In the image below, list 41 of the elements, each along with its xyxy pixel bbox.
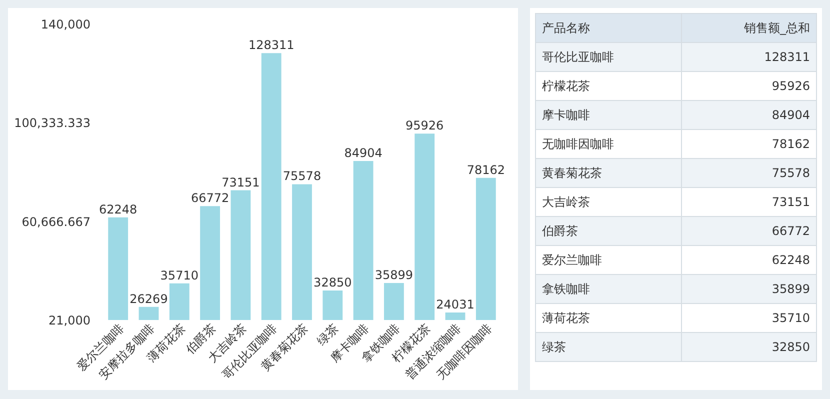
data-label: 24031 bbox=[436, 297, 474, 312]
y-tick-label: 60,666.667 bbox=[22, 214, 90, 229]
data-label: 35899 bbox=[681, 274, 816, 304]
category-label: 柠檬花茶 bbox=[536, 72, 682, 100]
data-label: 73151 bbox=[222, 175, 260, 190]
data-label: 26269 bbox=[130, 292, 168, 306]
category-label: 大吉岭茶 bbox=[536, 188, 682, 216]
category-label: 摩卡咖啡 bbox=[536, 100, 682, 130]
x-tick-label: 绿茶 bbox=[314, 321, 342, 348]
data-label: 62248 bbox=[99, 202, 138, 216]
data-label: 95926 bbox=[406, 118, 444, 133]
category-label: 哥伦比亚咖啡 bbox=[536, 42, 682, 72]
data-label: 95926 bbox=[681, 72, 816, 100]
category-label: 拿铁咖啡 bbox=[536, 274, 682, 304]
data-label: 35710 bbox=[160, 268, 198, 282]
data-label: 73151 bbox=[681, 188, 816, 216]
y-tick-label: 100,333.333 bbox=[14, 116, 90, 130]
text: 产品名称 bbox=[536, 14, 682, 42]
data-label: 78162 bbox=[466, 162, 505, 177]
y-tick-label: 140,000 bbox=[40, 18, 90, 32]
category-label: 爱尔兰咖啡 bbox=[536, 246, 682, 274]
data-label: 128311 bbox=[248, 38, 294, 52]
data-label: 35710 bbox=[681, 304, 816, 332]
data-label: 32850 bbox=[681, 332, 816, 362]
category-label: 黄春菊花茶 bbox=[536, 158, 682, 188]
text: 销售额_总和 bbox=[681, 14, 816, 42]
data-label: 32850 bbox=[314, 276, 352, 290]
data-label: 84904 bbox=[344, 146, 382, 160]
data-label: 62248 bbox=[681, 246, 816, 274]
data-label: 78162 bbox=[681, 130, 816, 158]
category-label: 无咖啡因咖啡 bbox=[536, 130, 682, 158]
data-label: 75578 bbox=[681, 158, 816, 188]
category-label: 薄荷花茶 bbox=[536, 304, 682, 332]
y-tick-label: 21,000 bbox=[48, 314, 90, 328]
category-label: 伯爵茶 bbox=[536, 216, 682, 246]
data-label: 75578 bbox=[282, 169, 322, 184]
data-label: 66772 bbox=[190, 191, 230, 206]
data-label: 84904 bbox=[681, 100, 816, 130]
data-label: 66772 bbox=[681, 216, 816, 246]
data-label: 35899 bbox=[374, 268, 414, 282]
data-label: 128311 bbox=[681, 42, 816, 72]
